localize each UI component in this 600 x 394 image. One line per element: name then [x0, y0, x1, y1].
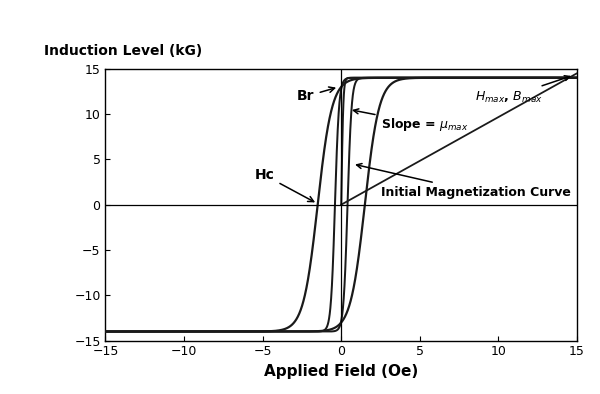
Text: Initial Magnetization Curve: Initial Magnetization Curve [356, 164, 571, 199]
Text: $H_{max}$, $B_{max}$: $H_{max}$, $B_{max}$ [475, 76, 569, 104]
Text: Slope = $\mu_{max}$: Slope = $\mu_{max}$ [353, 109, 468, 133]
X-axis label: Applied Field (Oe): Applied Field (Oe) [264, 364, 418, 379]
Text: Induction Level (kG): Induction Level (kG) [44, 44, 202, 58]
Text: Br: Br [297, 87, 335, 104]
Text: Hc: Hc [255, 168, 314, 202]
